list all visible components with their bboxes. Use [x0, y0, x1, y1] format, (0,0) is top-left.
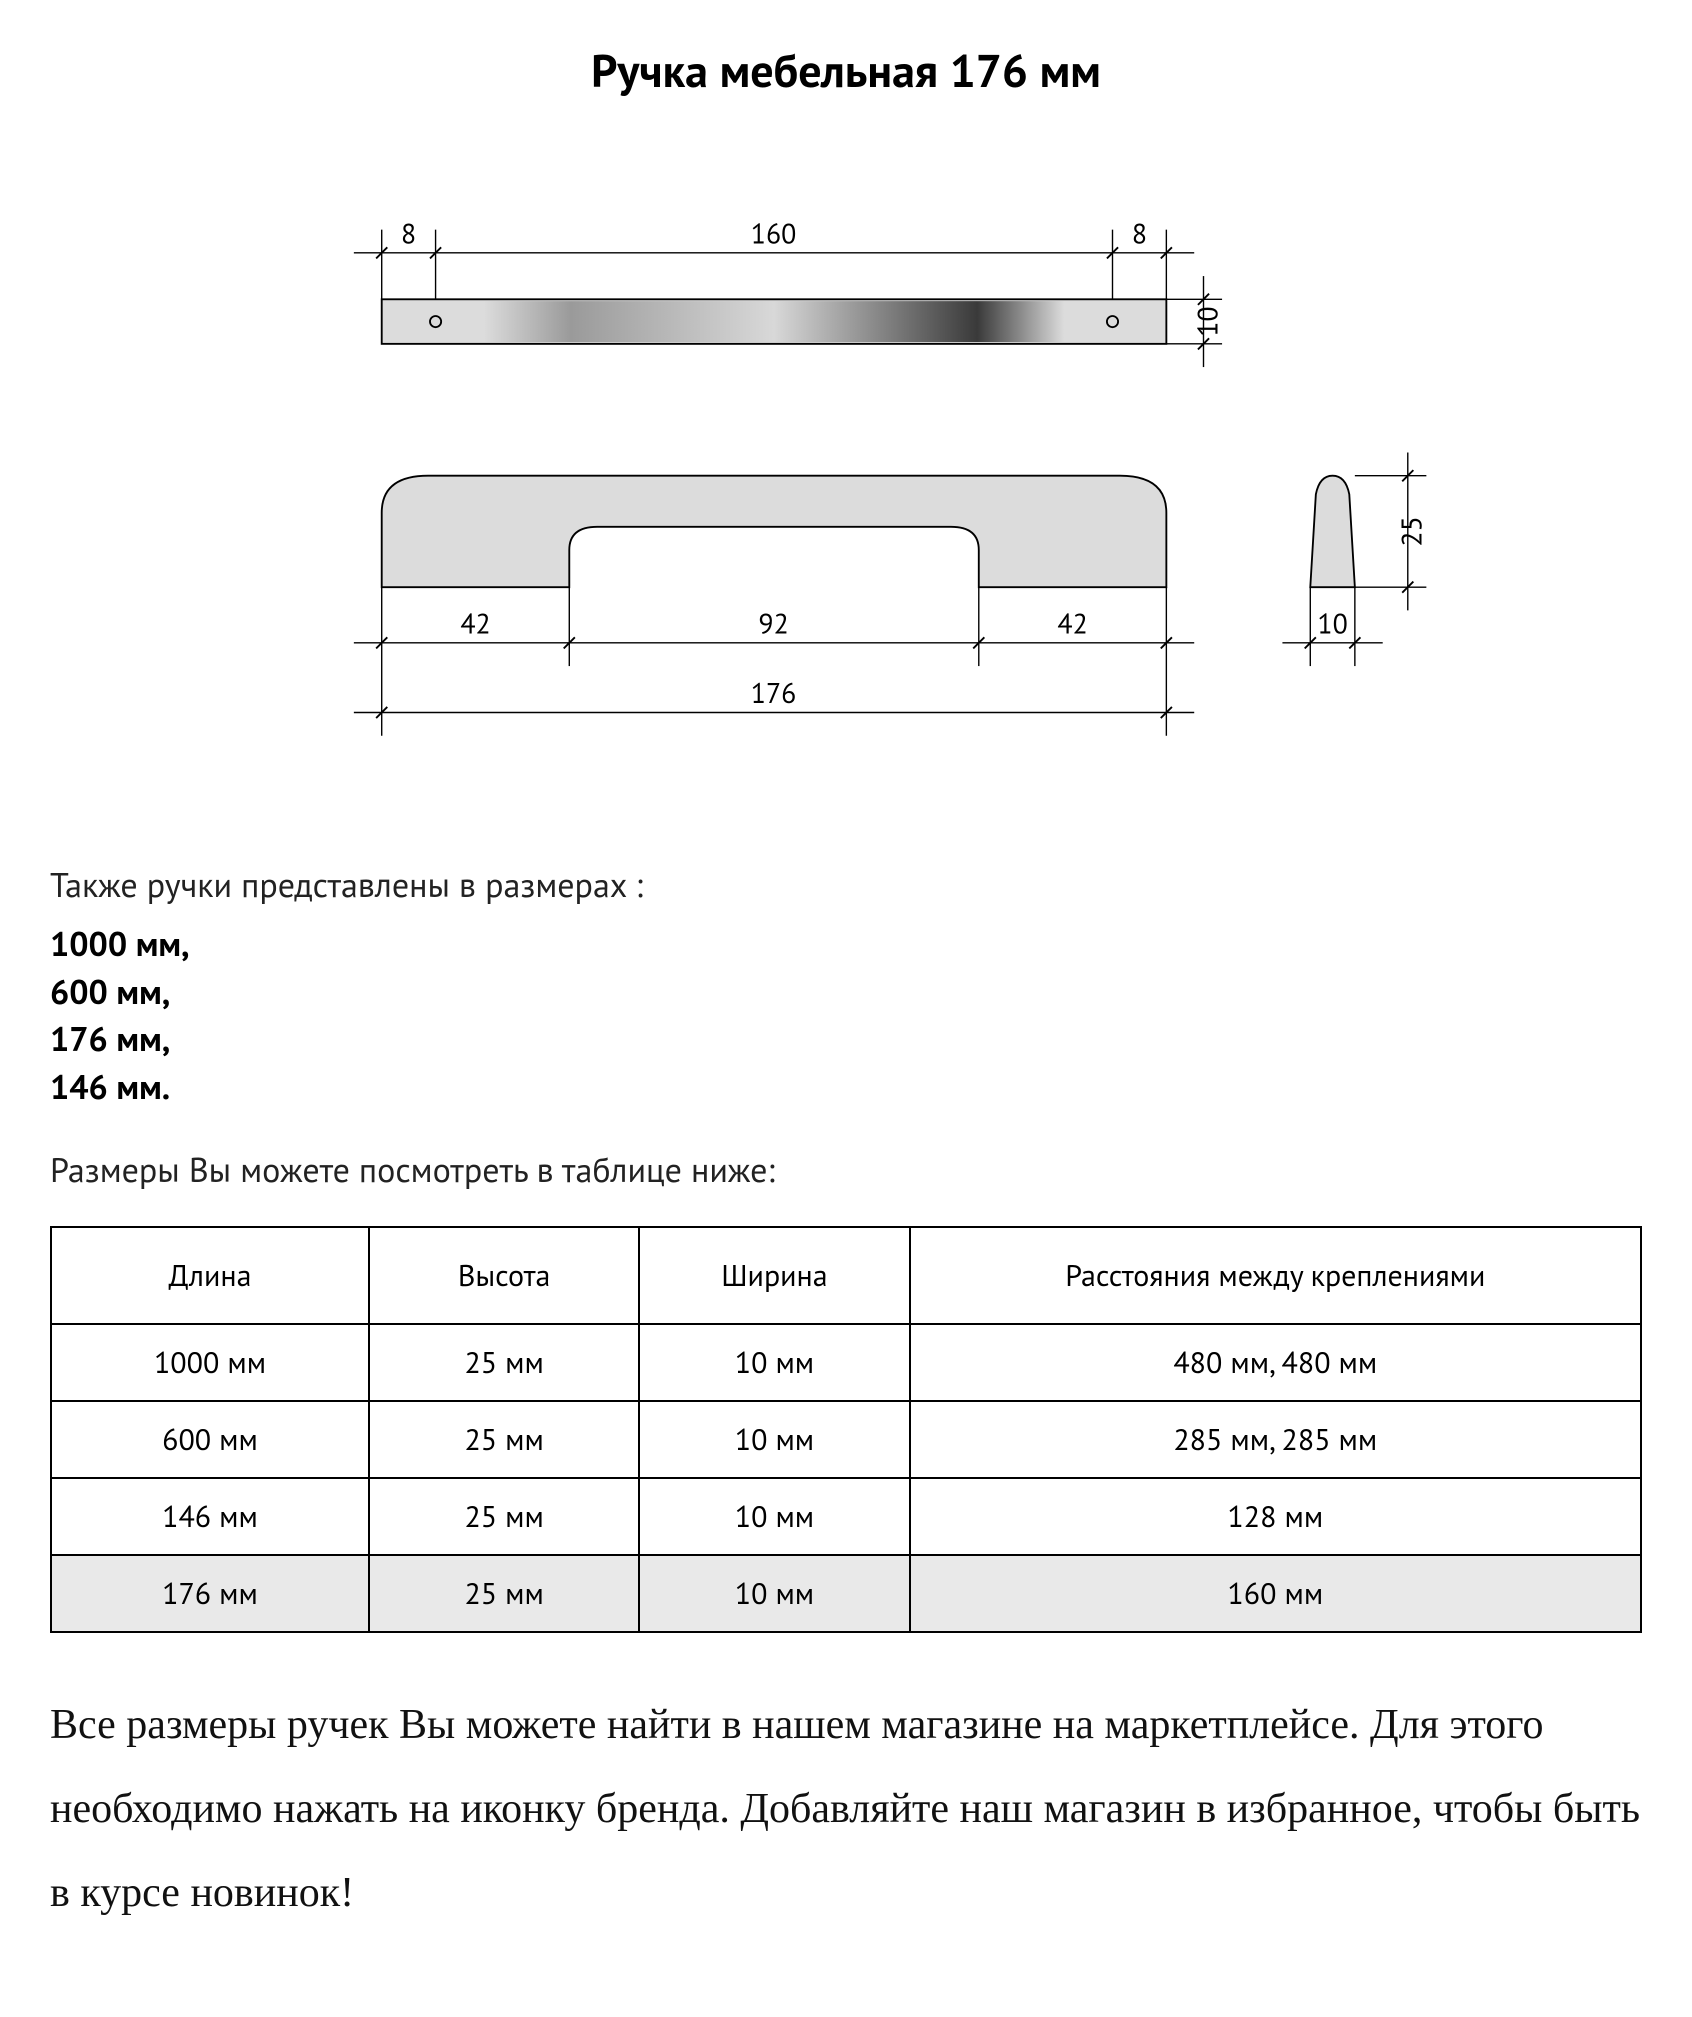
front-view: 42 92 42 176 — [354, 476, 1194, 736]
table-cell: 10 мм — [639, 1478, 909, 1555]
size-item: 600 мм, — [50, 969, 1642, 1017]
table-cell: 1000 мм — [51, 1324, 369, 1401]
dim-top-height: 10 — [1189, 306, 1225, 336]
dim-front-total: 176 — [751, 675, 797, 711]
table-intro: Размеры Вы можете посмотреть в таблице н… — [50, 1145, 1642, 1196]
table-cell: 160 мм — [910, 1555, 1641, 1632]
dim-top-left: 8 — [401, 216, 416, 252]
dim-side-width: 10 — [1317, 606, 1347, 642]
table-cell: 128 мм — [910, 1478, 1641, 1555]
table-cell: 25 мм — [369, 1401, 639, 1478]
top-view: 8 160 8 10 — [354, 216, 1226, 367]
table-cell: 10 мм — [639, 1324, 909, 1401]
table-cell: 10 мм — [639, 1555, 909, 1632]
table-row: 600 мм25 мм10 мм285 мм, 285 мм — [51, 1401, 1641, 1478]
table-cell: 10 мм — [639, 1401, 909, 1478]
table-header: Расстояния между креплениями — [910, 1227, 1641, 1324]
dim-front-gap: 92 — [758, 606, 788, 642]
table-cell: 480 мм, 480 мм — [910, 1324, 1641, 1401]
dim-front-foot-right: 42 — [1057, 606, 1087, 642]
table-row: 1000 мм25 мм10 мм480 мм, 480 мм — [51, 1324, 1641, 1401]
table-header: Длина — [51, 1227, 369, 1324]
table-row: 146 мм25 мм10 мм128 мм — [51, 1478, 1641, 1555]
table-cell: 146 мм — [51, 1478, 369, 1555]
size-item: 146 мм. — [50, 1064, 1642, 1112]
page-title: Ручка мебельная 176 мм — [50, 40, 1642, 100]
size-table: ДлинаВысотаШиринаРасстояния между крепле… — [50, 1226, 1642, 1633]
table-cell: 600 мм — [51, 1401, 369, 1478]
cursive-note: Все размеры ручек Вы можете найти в наше… — [50, 1683, 1642, 1935]
table-cell: 25 мм — [369, 1324, 639, 1401]
table-header: Высота — [369, 1227, 639, 1324]
table-header: Ширина — [639, 1227, 909, 1324]
size-item: 1000 мм, — [50, 921, 1642, 969]
table-cell: 25 мм — [369, 1555, 639, 1632]
dim-front-foot-left: 42 — [460, 606, 490, 642]
size-item: 176 мм, — [50, 1016, 1642, 1064]
sizes-list: 1000 мм,600 мм,176 мм,146 мм. — [50, 921, 1642, 1111]
dim-top-center: 160 — [751, 216, 797, 252]
table-cell: 285 мм, 285 мм — [910, 1401, 1641, 1478]
technical-drawing: 8 160 8 10 42 92 42 176 — [50, 160, 1642, 810]
dim-side-height: 25 — [1394, 516, 1430, 546]
intro-text: Также ручки представлены в размерах : — [50, 860, 1642, 911]
table-row: 176 мм25 мм10 мм160 мм — [51, 1555, 1641, 1632]
side-view: 25 10 — [1282, 453, 1429, 667]
table-cell: 176 мм — [51, 1555, 369, 1632]
dim-top-right: 8 — [1132, 216, 1147, 252]
table-cell: 25 мм — [369, 1478, 639, 1555]
